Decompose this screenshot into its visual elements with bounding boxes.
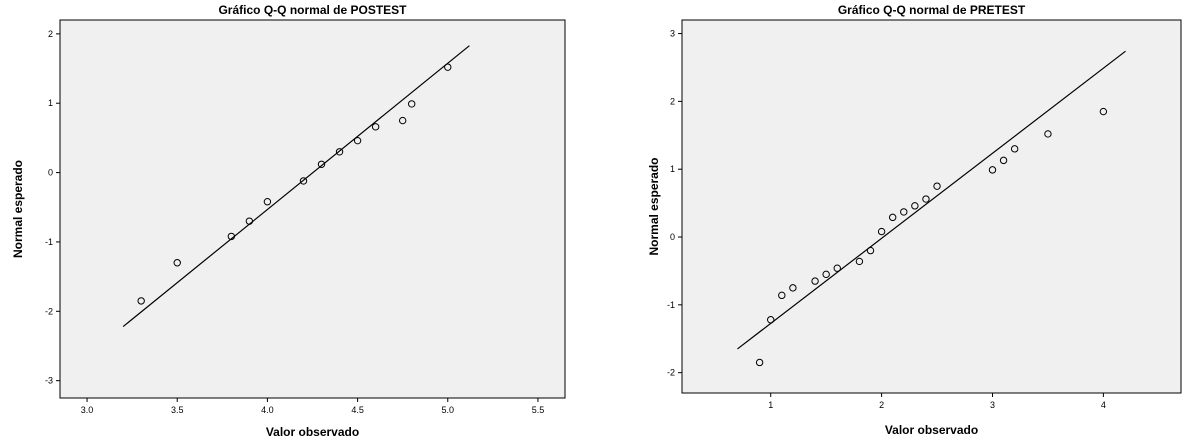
pretest-data-point <box>1010 145 1019 153</box>
postest-y-tick-label: -1 <box>45 237 53 247</box>
qq-plot-pretest: Gráfico Q-Q normal de PRETEST Valor obser… <box>647 3 1182 437</box>
pretest-data-point <box>988 166 997 174</box>
postest-data-point <box>227 232 236 241</box>
pretest-data-point <box>888 213 897 222</box>
postest-x-tick-label: 3.0 <box>81 405 94 415</box>
postest-x-tick-label: 4.5 <box>351 405 364 415</box>
pretest-data-point <box>855 257 864 266</box>
pretest-x-axis-label: Valor observado <box>885 423 978 437</box>
pretest-data-point <box>1099 107 1108 116</box>
postest-data-point <box>335 148 344 156</box>
pretest-data-point <box>822 270 830 279</box>
postest-y-tick-label: 2 <box>48 29 53 39</box>
postest-plot-area <box>59 19 566 399</box>
postest-y-tick-label: 0 <box>48 168 53 178</box>
pretest-y-axis-label: Normal esperado <box>647 157 661 255</box>
pretest-chart-title: Gráfico Q-Q normal de PRETEST <box>838 3 1026 17</box>
postest-x-tick-label: 5.5 <box>532 405 545 415</box>
pretest-reference-line <box>737 50 1126 350</box>
pretest-plot-area <box>681 19 1182 394</box>
pretest-x-tick-label: 2 <box>879 400 884 410</box>
pretest-data-point <box>789 284 797 292</box>
pretest-y-tick-label: -2 <box>667 368 675 378</box>
postest-data-point <box>407 100 416 108</box>
postest-chart-title: Gráfico Q-Q normal de POSTEST <box>218 3 407 17</box>
postest-data-point <box>173 259 181 267</box>
postest-y-tick-label: 1 <box>48 98 53 108</box>
pretest-y-tick-label: -1 <box>667 300 675 310</box>
pretest-data-point <box>877 227 886 236</box>
pretest-data-point <box>767 316 775 324</box>
postest-data-point <box>299 177 308 185</box>
pretest-data-point <box>933 182 941 190</box>
pretest-data-point <box>911 202 919 210</box>
pretest-data-point <box>778 291 786 300</box>
pretest-data-point <box>811 277 819 285</box>
postest-data-point <box>371 123 380 131</box>
postest-x-tick-label: 3.5 <box>171 405 184 415</box>
pretest-x-tick-label: 1 <box>768 400 773 410</box>
pretest-y-tick-label: 2 <box>670 96 675 106</box>
postest-y-tick-label: -2 <box>45 306 53 316</box>
postest-data-point <box>444 63 452 71</box>
qq-plot-postest-panel: Gráfico Q-Q normal de POSTEST Valor obser… <box>0 0 580 441</box>
pretest-x-tick-label: 3 <box>990 400 995 410</box>
postest-data-point <box>137 297 145 305</box>
pretest-data-point <box>866 246 875 255</box>
pretest-data-point <box>1044 130 1052 138</box>
postest-data-point <box>245 217 254 225</box>
postest-data-point <box>398 116 407 125</box>
pretest-y-tick-label: 1 <box>670 164 675 174</box>
pretest-data-point <box>999 156 1008 165</box>
postest-x-axis-label: Valor observado <box>266 425 359 439</box>
qq-plot-pretest-panel: Gráfico Q-Q normal de PRETEST Valor obser… <box>636 0 1183 441</box>
pretest-y-tick-label: 3 <box>670 29 675 39</box>
postest-reference-line <box>122 45 470 328</box>
pretest-data-point <box>833 264 841 272</box>
pretest-x-tick-label: 4 <box>1101 400 1106 410</box>
postest-y-axis-label: Normal esperado <box>11 160 25 258</box>
pretest-data-point <box>922 195 930 203</box>
postest-y-tick-label: -3 <box>45 376 53 386</box>
postest-data-point <box>353 136 362 145</box>
qq-plot-postest: Gráfico Q-Q normal de POSTEST Valor obser… <box>11 3 566 439</box>
pretest-data-point <box>900 208 908 216</box>
pretest-y-tick-label: 0 <box>670 232 675 242</box>
postest-x-tick-label: 5.0 <box>442 405 455 415</box>
pretest-data-point <box>755 358 764 367</box>
postest-x-tick-label: 4.0 <box>261 405 274 415</box>
postest-data-point <box>317 160 326 168</box>
postest-data-point <box>263 198 272 206</box>
